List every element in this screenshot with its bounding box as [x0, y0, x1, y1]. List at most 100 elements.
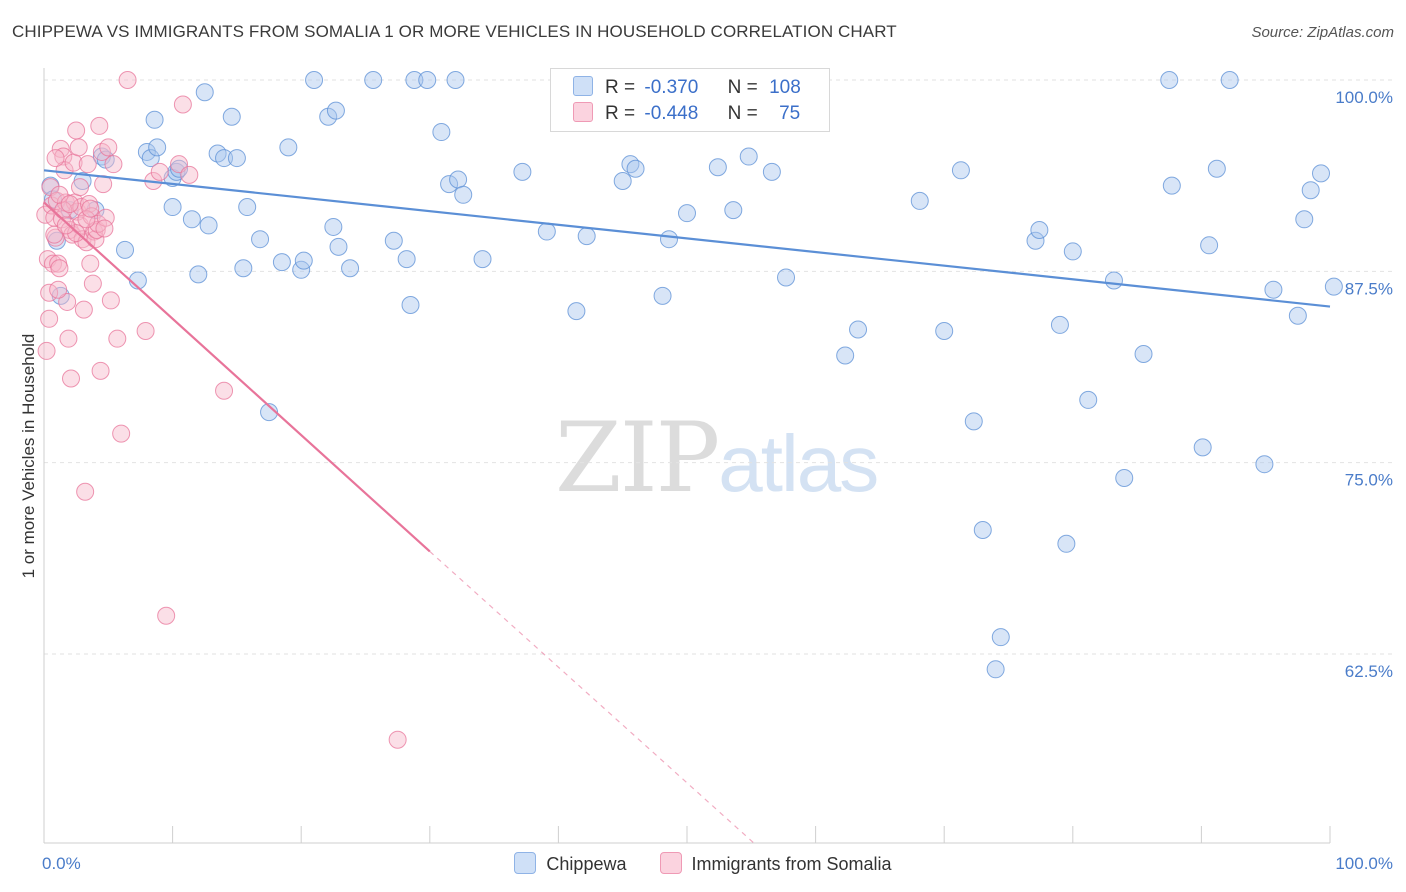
data-point	[964, 412, 983, 431]
data-point	[157, 606, 176, 625]
data-point	[90, 116, 109, 135]
data-point	[76, 482, 95, 501]
chart-title: CHIPPEWA VS IMMIGRANTS FROM SOMALIA 1 OR…	[12, 22, 897, 41]
data-point	[384, 231, 403, 250]
data-point	[1220, 71, 1239, 89]
data-point	[1207, 159, 1226, 178]
data-point	[1026, 231, 1045, 250]
data-point	[1057, 534, 1076, 553]
data-point	[364, 71, 383, 89]
data-point	[272, 253, 291, 272]
x-tick-label: 0.0%	[42, 854, 81, 873]
data-point	[195, 83, 214, 102]
data-point	[1311, 164, 1330, 183]
series-somalia-points	[36, 71, 407, 749]
data-point	[215, 149, 234, 168]
watermark-atlas: atlas	[718, 419, 879, 508]
data-point	[537, 222, 556, 241]
data-point	[388, 730, 407, 749]
data-point	[329, 237, 348, 256]
data-point	[116, 240, 135, 259]
data-point	[1030, 221, 1049, 240]
legend-row-chippewa: R = -0.370 N = 108	[573, 76, 801, 100]
trend-line-extension	[429, 550, 757, 846]
data-point	[37, 341, 56, 360]
data-point	[148, 138, 167, 157]
data-point	[1288, 306, 1307, 325]
data-point	[49, 280, 68, 299]
data-point	[1200, 236, 1219, 255]
data-point	[69, 138, 88, 157]
data-point	[577, 227, 596, 246]
data-point	[405, 71, 424, 89]
data-point	[56, 216, 75, 235]
data-point	[1193, 438, 1212, 457]
axes	[43, 68, 1331, 844]
data-point	[77, 210, 96, 229]
trend-line	[43, 169, 1331, 308]
data-point	[836, 346, 855, 365]
tick-labels: 100.0% 87.5% 75.0% 62.5% 0.0% 100.0%	[42, 88, 1393, 873]
data-point	[112, 424, 131, 443]
data-point	[150, 162, 169, 181]
legend-label-somalia: Immigrants from Somalia	[691, 854, 892, 874]
data-point	[432, 123, 451, 142]
legend-item-chippewa[interactable]: Chippewa	[514, 852, 626, 875]
legend-swatch-chippewa	[573, 76, 593, 96]
n-label: N =	[727, 77, 758, 98]
data-point	[951, 161, 970, 180]
legend-swatch-somalia	[573, 102, 593, 122]
y-tick-label: 87.5%	[1345, 279, 1393, 298]
n-value-somalia: 75	[779, 103, 801, 124]
data-point	[163, 198, 182, 217]
n-label: N =	[727, 103, 758, 124]
data-point	[234, 259, 253, 278]
data-point	[659, 230, 678, 249]
data-point	[199, 216, 218, 235]
data-point	[50, 185, 69, 204]
data-point	[449, 170, 468, 189]
legend-row-somalia: R = -0.448 N = 75	[573, 102, 800, 126]
data-point	[58, 292, 77, 311]
data-point	[708, 158, 727, 177]
data-point	[513, 162, 532, 181]
data-point	[82, 207, 101, 226]
data-point	[910, 191, 929, 210]
data-point	[401, 296, 420, 315]
data-point	[215, 381, 234, 400]
data-point	[1324, 277, 1343, 296]
data-point	[613, 172, 632, 191]
r-value-somalia: -0.448	[644, 103, 699, 124]
data-point	[136, 322, 155, 341]
data-point	[326, 101, 345, 120]
legend-item-somalia[interactable]: Immigrants from Somalia	[659, 852, 892, 875]
legend-swatch-somalia	[659, 852, 682, 874]
data-point	[1104, 271, 1123, 290]
data-point	[67, 121, 86, 140]
data-point	[50, 259, 69, 278]
data-point	[762, 162, 781, 181]
data-point	[71, 178, 90, 197]
data-point	[108, 329, 127, 348]
series-chippewa-points	[41, 71, 1343, 679]
data-point	[397, 250, 416, 269]
data-point	[294, 251, 313, 270]
data-point	[991, 628, 1010, 647]
data-point	[739, 147, 758, 166]
data-point	[251, 230, 270, 249]
data-point	[849, 320, 868, 339]
data-point	[973, 521, 992, 540]
y-tick-label: 62.5%	[1345, 662, 1393, 681]
data-point	[46, 149, 65, 168]
data-point	[81, 199, 100, 218]
data-point	[60, 194, 79, 213]
data-point	[279, 138, 298, 157]
data-point	[986, 660, 1005, 679]
data-point	[1115, 468, 1134, 487]
data-point	[446, 71, 465, 89]
data-point	[189, 265, 208, 284]
legend-label-chippewa: Chippewa	[546, 854, 627, 874]
series-legend: Chippewa Immigrants from Somalia	[0, 852, 1406, 875]
r-value-chippewa: -0.370	[644, 77, 699, 98]
